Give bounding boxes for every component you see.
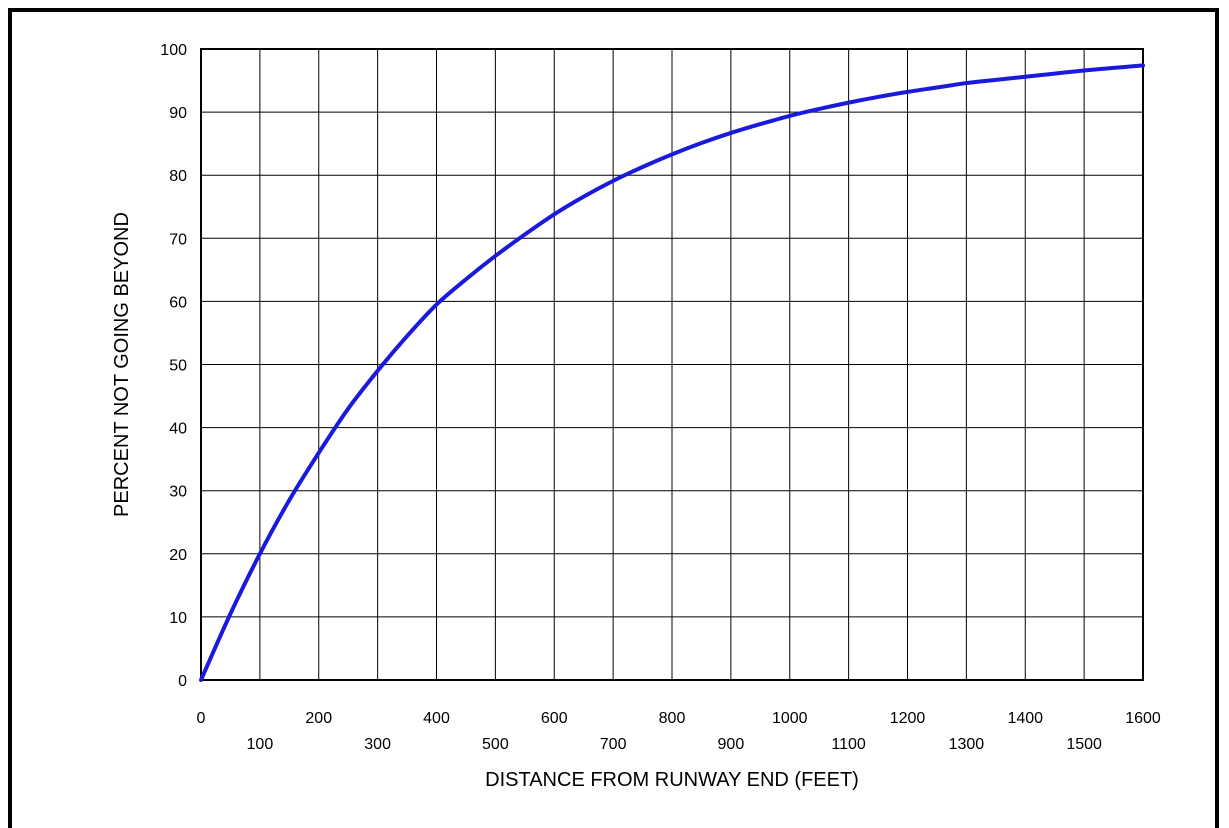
chart-frame	[8, 8, 1219, 828]
x-tick-label: 600	[541, 710, 568, 727]
x-tick-label: 0	[197, 710, 206, 727]
y-tick-label: 30	[169, 484, 187, 501]
x-tick-label: 500	[482, 736, 509, 753]
x-tick-label: 1400	[1007, 710, 1043, 727]
x-tick-labels: 0 200 400 600 800 1000 1200 1400 1600 100 300 500 70…	[197, 710, 1161, 753]
x-tick-label: 800	[659, 710, 686, 727]
y-tick-label: 50	[169, 358, 187, 375]
y-tick-label: 80	[169, 168, 187, 185]
y-tick-label: 100	[160, 42, 187, 59]
grid-lines	[200, 48, 1144, 681]
x-tick-label: 1600	[1125, 710, 1161, 727]
y-tick-label: 20	[169, 547, 187, 564]
x-tick-label: 200	[305, 710, 332, 727]
y-tick-label: 60	[169, 294, 187, 311]
series-line	[199, 63, 1145, 682]
y-tick-label: 90	[169, 105, 187, 122]
x-tick-label: 1500	[1066, 736, 1102, 753]
y-tick-label: 10	[169, 610, 187, 627]
x-tick-label: 1100	[831, 736, 866, 753]
x-tick-label: 400	[423, 710, 450, 727]
plot-border	[200, 48, 1144, 681]
x-tick-label: 100	[247, 736, 274, 753]
x-tick-label: 300	[364, 736, 391, 753]
y-tick-label: 0	[178, 673, 187, 690]
y-tick-label: 40	[169, 421, 187, 438]
x-tick-label: 1300	[949, 736, 985, 753]
x-tick-label: 1000	[772, 710, 808, 727]
x-axis-label: DISTANCE FROM RUNWAY END (FEET)	[485, 769, 859, 791]
x-tick-label: 900	[718, 736, 745, 753]
y-axis-label: PERCENT NOT GOING BEYOND	[111, 212, 133, 517]
y-tick-labels: 0 10 20 30 40 50 60 70 80 90 100	[160, 42, 187, 690]
y-tick-label: 70	[169, 231, 187, 248]
x-tick-label: 700	[600, 736, 627, 753]
x-tick-label: 1200	[890, 710, 926, 727]
